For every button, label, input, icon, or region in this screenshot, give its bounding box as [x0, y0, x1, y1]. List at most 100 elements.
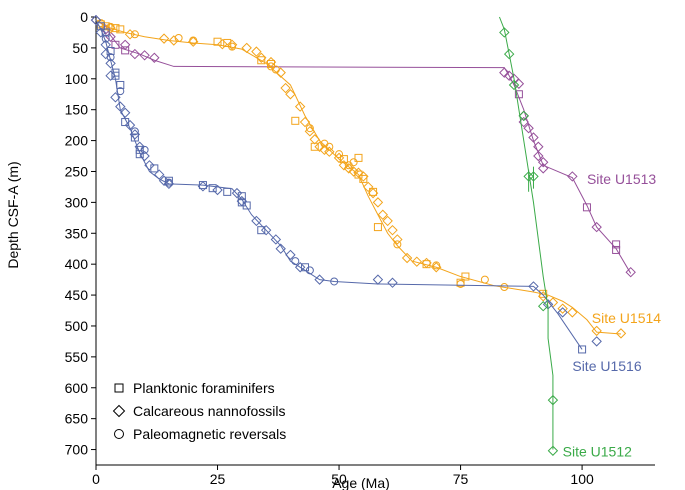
nannofossil-point — [294, 101, 306, 112]
nannofossil-point — [557, 303, 568, 314]
foraminifer-point — [111, 71, 120, 80]
nannofossil-point — [275, 67, 286, 78]
paleomagnetic-point — [305, 124, 314, 133]
nannofossil-point — [309, 134, 320, 145]
paleomagnetic-point — [480, 275, 489, 284]
nannofossil-point — [523, 123, 534, 134]
foraminifer-point — [116, 80, 125, 89]
nannofossil-point — [124, 29, 136, 40]
legend-label: Planktonic foraminifers — [133, 380, 275, 396]
nannofossil-point — [557, 307, 568, 318]
nannofossil-point — [567, 307, 578, 318]
y-tick-label: 200 — [65, 133, 89, 149]
nannofossil-point — [387, 224, 398, 236]
paleomagnetic-point — [164, 178, 173, 187]
y-tick-label: 300 — [65, 194, 89, 210]
paleomagnetic-point — [106, 53, 115, 62]
legend-label: Calcareous nannofossils — [133, 403, 286, 419]
paleomagnetic-point — [130, 127, 139, 136]
nannofossil-point — [591, 221, 602, 233]
paleomagnetic-point — [291, 257, 300, 266]
foraminifer-point — [291, 116, 300, 125]
nannofossil-point — [503, 70, 515, 81]
foraminifer-point — [208, 184, 217, 193]
nannofossil-point — [285, 89, 296, 100]
series-site-u1512 — [498, 16, 559, 456]
nannofossil-point — [387, 277, 398, 288]
foraminifer-point — [354, 153, 363, 162]
foraminifer-point — [612, 240, 621, 249]
nannofossil-point — [421, 257, 432, 269]
nannofossil-point — [411, 256, 423, 267]
nannofossil-point — [338, 160, 350, 171]
series-line-site-u1513 — [95, 19, 632, 274]
nannofossil-point — [236, 195, 248, 207]
paleomagnetic-point — [432, 261, 441, 270]
nannofossil-point — [105, 70, 116, 81]
nannofossil-point — [299, 116, 311, 128]
nannofossil-point — [153, 169, 165, 180]
y-tick-label: 150 — [65, 102, 89, 118]
nannofossil-point — [363, 181, 374, 193]
nannofossil-point — [367, 187, 379, 199]
nannofossil-point — [503, 48, 515, 60]
plot-area — [90, 14, 636, 456]
nannofossil-point — [212, 184, 223, 196]
nannofossil-point — [231, 187, 243, 199]
nannofossil-point — [275, 243, 286, 254]
paleomagnetic-point — [305, 266, 314, 275]
paleomagnetic-point — [140, 145, 149, 154]
paleomagnetic-point — [325, 142, 334, 151]
axes: 0 25 50 75 100 0 50 100 150 200 250 300 350 400 450 500… — [65, 9, 655, 487]
foraminifer-point — [266, 59, 275, 68]
foraminifer-point — [373, 223, 382, 232]
nannofossil-point — [567, 171, 578, 182]
legend: Planktonic foraminifers Calcareous nannof… — [112, 380, 286, 442]
foraminifer-point — [578, 345, 587, 354]
series-line-site-u1514 — [95, 19, 622, 335]
nannofossil-point — [319, 144, 330, 156]
y-tick-label: 450 — [65, 287, 89, 303]
y-tick-label: 350 — [65, 225, 89, 241]
legend-diamond-icon — [112, 404, 126, 418]
series-line-site-u1512 — [498, 16, 554, 450]
nannofossil-point — [265, 56, 277, 68]
y-tick-label: 0 — [80, 9, 88, 25]
nannofossil-point — [533, 150, 544, 162]
paleomagnetic-point — [116, 87, 125, 96]
nannofossil-point — [547, 394, 559, 406]
nannofossil-point — [270, 234, 282, 245]
nannofossil-point — [100, 48, 111, 60]
nannofossil-point — [499, 67, 510, 78]
nannofossil-point — [197, 181, 209, 192]
paleomagnetic-point — [130, 30, 139, 39]
nannofossil-point — [285, 249, 296, 261]
paleomagnetic-point — [174, 34, 183, 43]
nannofossil-point — [226, 39, 238, 51]
nannofossil-point — [358, 171, 369, 182]
nannofossil-point — [256, 52, 267, 63]
x-tick-label: 0 — [92, 471, 100, 487]
paleomagnetic-point — [228, 42, 237, 51]
nannofossil-point — [508, 73, 520, 85]
site-labels: Site U1513 Site U1514 Site U1516 Site U1512 — [563, 171, 662, 460]
nannofossil-point — [353, 167, 364, 178]
y-tick-label: 100 — [65, 71, 89, 87]
foraminifer-point — [130, 133, 139, 142]
nannofossil-point — [144, 160, 155, 171]
nannofossil-point — [537, 163, 549, 174]
paleomagnetic-point — [456, 279, 465, 288]
foraminifer-point — [612, 245, 621, 254]
foraminifer-point — [223, 187, 232, 196]
nannofossil-point — [372, 274, 384, 285]
series-site-u1514 — [95, 19, 627, 339]
nannofossil-point — [528, 132, 539, 143]
nannofossil-point — [134, 141, 145, 152]
y-tick-label: 600 — [65, 380, 89, 396]
y-axis-label: Depth CSF-A (m) — [5, 161, 21, 268]
legend-square-icon — [114, 383, 124, 393]
nannofossil-point — [217, 38, 228, 50]
site-label: Site U1514 — [592, 310, 661, 326]
nannofossil-point — [401, 252, 413, 264]
y-tick-label: 650 — [65, 411, 89, 427]
